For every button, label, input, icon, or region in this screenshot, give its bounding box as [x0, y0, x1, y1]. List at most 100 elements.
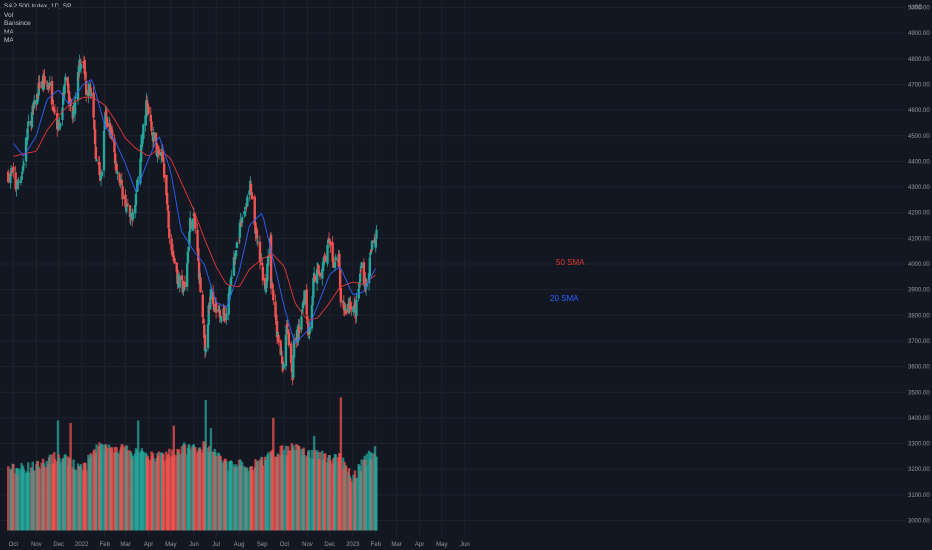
legend-item-ma-2[interactable]: MA — [4, 37, 14, 45]
candle-body — [364, 277, 367, 291]
volume-bar — [225, 461, 228, 531]
volume-bar — [59, 462, 62, 531]
volume-bar — [344, 465, 348, 531]
candle-body — [280, 353, 283, 355]
volume-bar — [90, 454, 93, 531]
candle-body — [30, 112, 34, 128]
candle-body — [246, 196, 249, 207]
volume-bar — [142, 451, 145, 531]
volume-bar — [204, 399, 207, 531]
y-tick-label: 4400.00 — [908, 159, 930, 165]
candle-body — [289, 343, 293, 364]
annotations: 50 SMA 20 SMA — [550, 258, 585, 303]
candle-body — [9, 173, 12, 184]
volume-bar — [277, 454, 280, 531]
candle-body — [47, 84, 50, 88]
candle-body — [370, 240, 374, 250]
candle-body — [235, 242, 239, 249]
legend-symbol[interactable]: S&P 500 Index, 1D, SP — [4, 3, 72, 10]
candle-body — [367, 273, 371, 284]
volume-bar — [272, 417, 275, 531]
candle-body — [7, 171, 10, 182]
candle-body — [26, 128, 29, 141]
candle-body — [333, 261, 337, 268]
candle-body — [193, 212, 196, 220]
volume-bar — [110, 447, 114, 531]
legend-item-vol[interactable]: Vol — [4, 11, 14, 19]
price-axis[interactable]: USD 5000.00 4900.00 4800.00 4700.00 4600.00 4… — [908, 5, 930, 525]
candle-body — [202, 318, 205, 324]
volume-bar — [121, 445, 124, 531]
candle-body — [188, 231, 191, 245]
time-axis[interactable]: Oct Nov Dec 2022 Feb Mar Apr May Jun Jul Aug Sep Oct… — [9, 542, 470, 548]
candle-body — [338, 253, 341, 269]
candle-body — [165, 174, 168, 196]
y-tick-label: 4200.00 — [908, 211, 930, 217]
y-tick-label: 4800.00 — [908, 57, 930, 63]
candle-body — [274, 301, 277, 318]
candle-body — [244, 207, 248, 210]
candle-body — [292, 339, 296, 358]
candle-body — [266, 256, 270, 266]
y-tick-label: 3300.00 — [908, 442, 930, 448]
legend-item-ma-1[interactable]: MA — [4, 28, 14, 36]
candle-body — [344, 307, 347, 311]
y-tick-label: 4100.00 — [908, 236, 930, 242]
candle-body — [355, 299, 358, 317]
candle-body — [290, 365, 294, 373]
legend-item-bansince[interactable]: Bansince — [4, 20, 31, 28]
candle-body — [149, 114, 152, 122]
candle-body — [292, 355, 295, 378]
volume-bar — [7, 466, 10, 531]
candle-body — [99, 175, 103, 180]
candle-body — [89, 87, 92, 96]
sma50-annotation: 50 SMA — [556, 258, 585, 267]
chart-legend: S&P 500 Index, 1D, SP Vol Bansince MA MA — [4, 3, 71, 46]
candle-body — [140, 134, 144, 148]
volume-bar — [33, 470, 36, 531]
candle-body — [100, 171, 103, 176]
candle-body — [74, 97, 77, 98]
candle-body — [229, 279, 233, 285]
candle-body — [154, 132, 158, 144]
volume-bar — [256, 460, 259, 531]
volume-bar — [64, 454, 67, 531]
candle-body — [113, 138, 116, 153]
candle-body — [311, 296, 314, 306]
volume-bar — [303, 455, 306, 531]
candle-body — [197, 261, 201, 280]
candle-body — [300, 316, 303, 330]
x-tick-label: 2022 — [75, 542, 89, 548]
candle-body — [199, 277, 202, 293]
x-tick-label: Feb — [371, 542, 382, 548]
volume-bar — [168, 448, 171, 531]
volume-bar — [74, 470, 77, 531]
candle-body — [321, 264, 325, 272]
y-tick-label: 4500.00 — [908, 134, 930, 140]
candle-body — [147, 106, 150, 114]
volume-bar — [79, 464, 83, 531]
candle-body — [170, 238, 173, 251]
candle-body — [110, 129, 114, 140]
candle-body — [83, 59, 86, 75]
candle-body — [150, 121, 153, 131]
candle-body — [84, 71, 87, 79]
volume-bar — [194, 447, 197, 531]
candle-body — [234, 253, 237, 260]
candle-body — [19, 180, 23, 183]
candle-body — [191, 218, 195, 231]
candle-body — [220, 315, 223, 322]
candlesticks — [7, 54, 378, 386]
volume-bar — [22, 469, 26, 531]
candle-body — [136, 180, 140, 182]
candle-body — [258, 241, 262, 262]
candle-body — [213, 307, 216, 309]
candle-body — [10, 170, 14, 172]
candle-body — [277, 335, 280, 343]
candle-body — [234, 250, 238, 256]
candle-body — [185, 263, 189, 287]
candle-body — [227, 293, 230, 315]
candle-body — [59, 122, 62, 128]
candle-body — [272, 290, 275, 301]
